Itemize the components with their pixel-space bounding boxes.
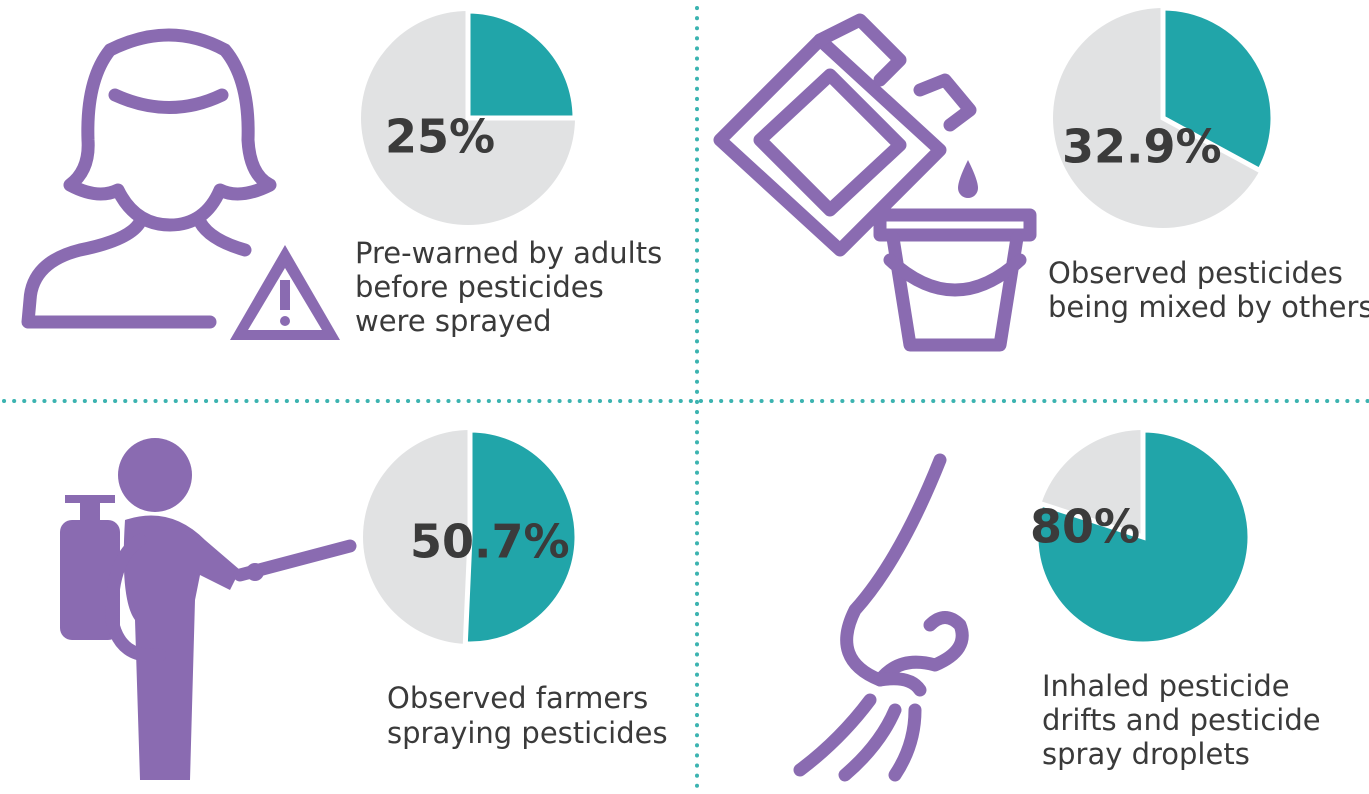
value-label: 80%	[1030, 500, 1140, 554]
caption: Pre-warned by adults	[355, 236, 662, 270]
caption: were sprayed	[355, 304, 552, 338]
value-label: 25%	[385, 110, 495, 164]
caption: before pesticides	[355, 270, 604, 304]
nose-icon	[800, 460, 962, 775]
jerrycan-icon	[720, 20, 1030, 345]
caption: drifts and pesticide	[1042, 703, 1321, 737]
pie-slice	[468, 11, 575, 118]
caption: Inhaled pesticide	[1042, 669, 1290, 703]
value-label: 32.9%	[1062, 120, 1222, 174]
caption: Observed farmers	[387, 681, 648, 715]
caption: spray droplets	[1042, 737, 1250, 771]
caption: spraying pesticides	[387, 716, 668, 750]
sprayer-icon	[60, 438, 350, 780]
infographic: 25% Pre-warned by adultsbefore pesticides…	[0, 0, 1369, 794]
caption: Observed pesticides	[1048, 256, 1343, 290]
caption: being mixed by others	[1048, 290, 1369, 324]
woman-icon	[28, 35, 340, 340]
value-label: 50.7%	[410, 515, 570, 569]
